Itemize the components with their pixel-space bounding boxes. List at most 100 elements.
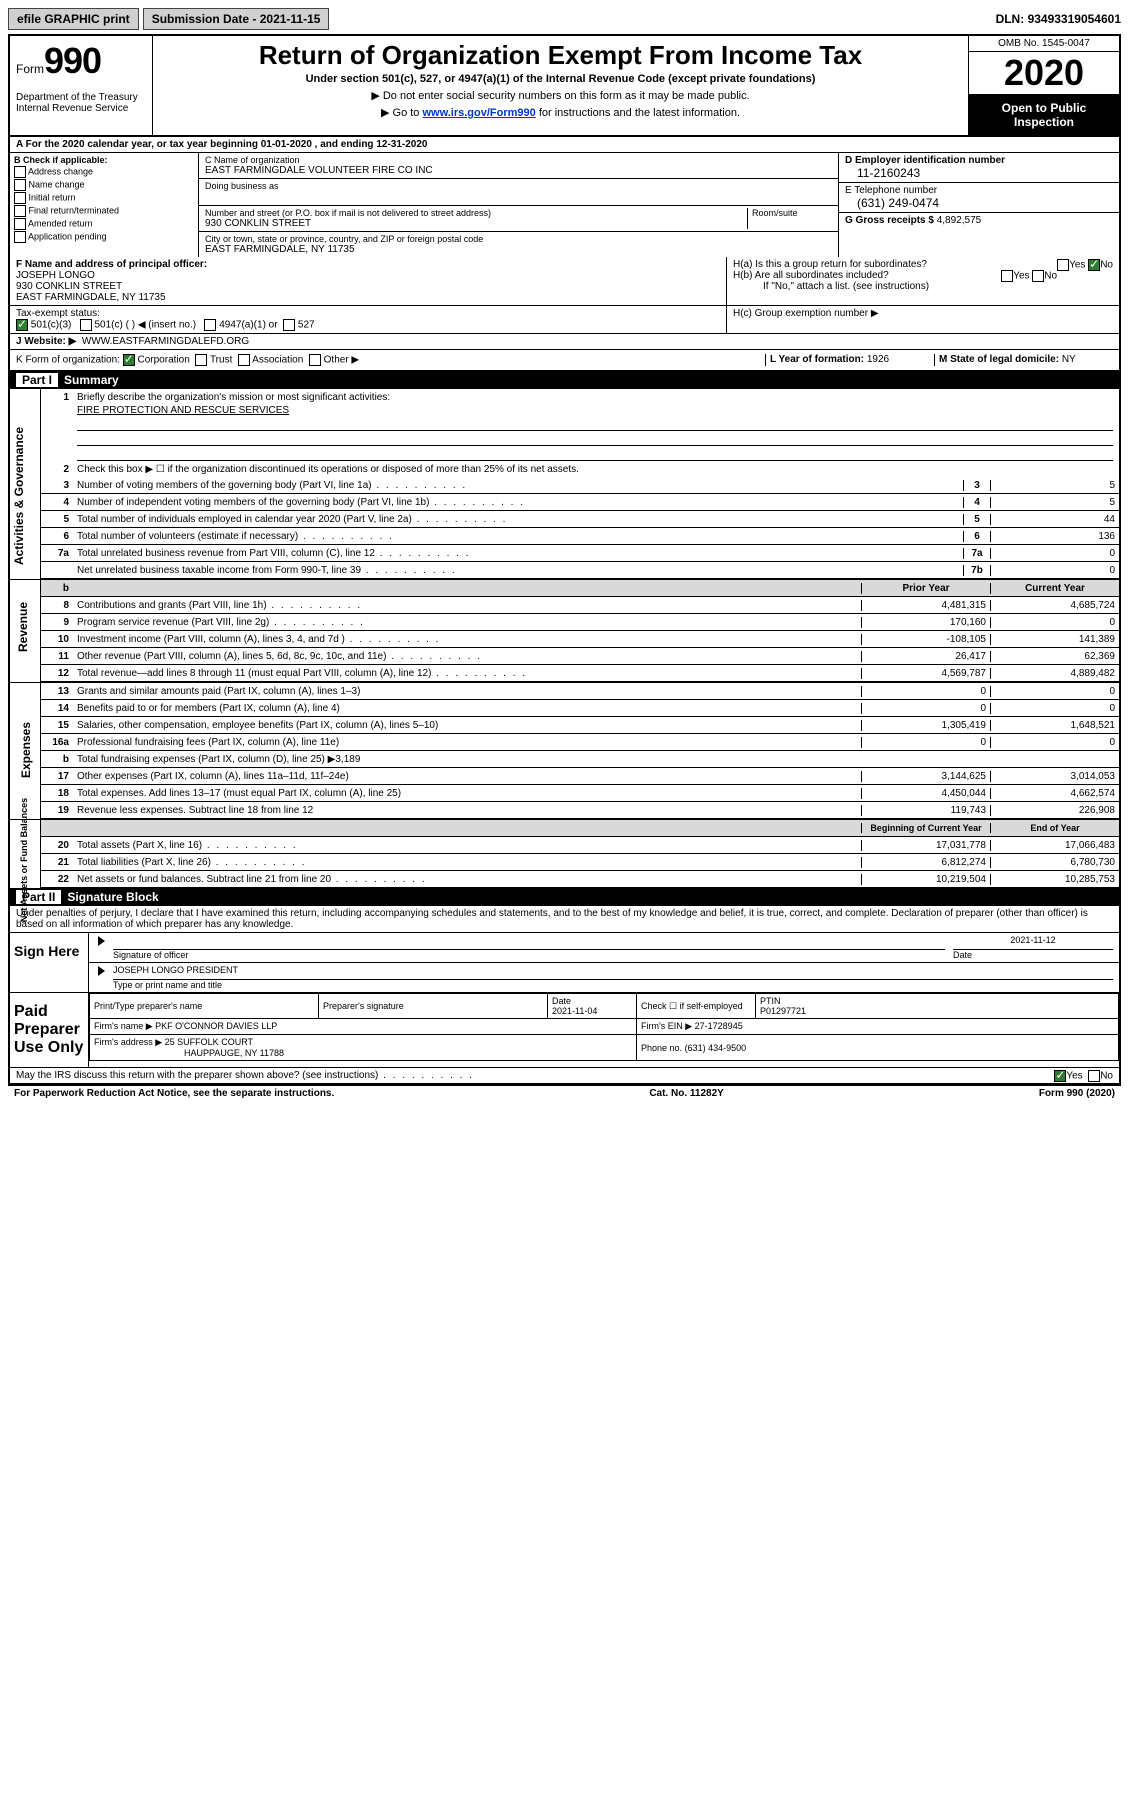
- check-amended[interactable]: Amended return: [14, 218, 194, 230]
- f-label: F Name and address of principal officer:: [16, 259, 720, 270]
- c-name-label: C Name of organization: [205, 155, 832, 165]
- form-title: Return of Organization Exempt From Incom…: [159, 40, 962, 71]
- city-value: EAST FARMINGDALE, NY 11735: [205, 244, 832, 255]
- hdr-eoy: End of Year: [990, 823, 1119, 833]
- k-label: K Form of organization:: [16, 355, 120, 366]
- paid-preparer-label: Paid Preparer Use Only: [10, 993, 88, 1067]
- f-addr1: 930 CONKLIN STREET: [16, 281, 720, 292]
- signer-name: JOSEPH LONGO PRESIDENT: [113, 965, 1113, 980]
- expense-row: bTotal fundraising expenses (Part IX, co…: [41, 751, 1119, 768]
- footer-left: For Paperwork Reduction Act Notice, see …: [14, 1088, 334, 1099]
- sign-date-value: 2021-11-12: [953, 935, 1113, 950]
- check-initial-return[interactable]: Initial return: [14, 192, 194, 204]
- declaration: Under penalties of perjury, I declare th…: [10, 906, 1119, 933]
- tax-year: 2020: [969, 52, 1119, 95]
- summary-row: Net unrelated business taxable income fr…: [41, 562, 1119, 579]
- addr-value: 930 CONKLIN STREET: [205, 218, 747, 229]
- net-row: 22Net assets or fund balances. Subtract …: [41, 871, 1119, 888]
- phone-value: (631) 249-0474: [845, 196, 1113, 210]
- expense-row: 17Other expenses (Part IX, column (A), l…: [41, 768, 1119, 785]
- line-a: A For the 2020 calendar year, or tax yea…: [10, 137, 1119, 153]
- dln-label: DLN: 93493319054601: [996, 12, 1121, 26]
- expense-row: 16aProfessional fundraising fees (Part I…: [41, 734, 1119, 751]
- phone-label: E Telephone number: [845, 185, 1113, 196]
- gross-value: 4,892,575: [937, 215, 982, 226]
- side-revenue: Revenue: [16, 602, 30, 652]
- net-row: 21Total liabilities (Part X, line 26)6,8…: [41, 854, 1119, 871]
- dept-label: Department of the Treasury Internal Reve…: [16, 92, 146, 114]
- check-address-change[interactable]: Address change: [14, 166, 194, 178]
- hdr-current-year: Current Year: [990, 583, 1119, 594]
- summary-row: 6Total number of volunteers (estimate if…: [41, 528, 1119, 545]
- summary-row: 7aTotal unrelated business revenue from …: [41, 545, 1119, 562]
- note-link: ▶ Go to www.irs.gov/Form990 for instruct…: [159, 106, 962, 119]
- irs-link[interactable]: www.irs.gov/Form990: [422, 107, 535, 119]
- f-addr2: EAST FARMINGDALE, NY 11735: [16, 292, 720, 303]
- revenue-row: 9Program service revenue (Part VIII, lin…: [41, 614, 1119, 631]
- summary-row: 5Total number of individuals employed in…: [41, 511, 1119, 528]
- side-activities: Activities & Governance: [12, 427, 26, 565]
- ein-label: D Employer identification number: [845, 155, 1113, 166]
- expense-row: 19Revenue less expenses. Subtract line 1…: [41, 802, 1119, 819]
- line2-desc: Check this box ▶ ☐ if the organization d…: [73, 464, 1119, 475]
- section-abc: B Check if applicable: Address change Na…: [10, 153, 1119, 257]
- c-name-value: EAST FARMINGDALE VOLUNTEER FIRE CO INC: [205, 165, 832, 176]
- ein-value: 11-2160243: [845, 166, 1113, 180]
- summary-row: 3Number of voting members of the governi…: [41, 477, 1119, 494]
- expense-row: 13Grants and similar amounts paid (Part …: [41, 683, 1119, 700]
- hdr-prior-year: Prior Year: [861, 583, 990, 594]
- signer-name-label: Type or print name and title: [113, 980, 222, 990]
- hb-note: If "No," attach a list. (see instruction…: [733, 281, 1113, 292]
- gross-label: G Gross receipts $: [845, 215, 934, 226]
- revenue-row: 10Investment income (Part VIII, column (…: [41, 631, 1119, 648]
- revenue-row: 12Total revenue—add lines 8 through 11 (…: [41, 665, 1119, 682]
- dba-label: Doing business as: [205, 181, 279, 203]
- discuss-row: May the IRS discuss this return with the…: [10, 1068, 1119, 1084]
- check-name-change[interactable]: Name change: [14, 179, 194, 191]
- side-expenses: Expenses: [19, 722, 33, 778]
- hc-row: H(c) Group exemption number ▶: [727, 306, 1119, 333]
- summary-row: 4Number of independent voting members of…: [41, 494, 1119, 511]
- sign-date-label: Date: [953, 950, 972, 960]
- j-row: J Website: ▶ WWW.EASTFARMINGDALEFD.ORG: [10, 334, 1119, 350]
- expense-row: 18Total expenses. Add lines 13–17 (must …: [41, 785, 1119, 802]
- note-ssn: ▶ Do not enter social security numbers o…: [159, 89, 962, 102]
- topbar: efile GRAPHIC print Submission Date - 20…: [8, 8, 1121, 30]
- side-net: Net Assets or Fund Balances: [19, 798, 29, 922]
- city-label: City or town, state or province, country…: [205, 234, 832, 244]
- f-name: JOSEPH LONGO: [16, 270, 720, 281]
- sign-here-label: Sign Here: [10, 933, 88, 992]
- sign-arrow-icon: [98, 966, 105, 976]
- omb-number: OMB No. 1545-0047: [969, 36, 1119, 52]
- part2-bar: Part IISignature Block: [10, 888, 1119, 906]
- hb-row: H(b) Are all subordinates included? Yes …: [733, 270, 1113, 281]
- form-container: Form990 Department of the Treasury Inter…: [8, 34, 1121, 1086]
- sign-arrow-icon: [98, 936, 105, 946]
- sig-officer-label: Signature of officer: [113, 950, 188, 960]
- revenue-row: 11Other revenue (Part VIII, column (A), …: [41, 648, 1119, 665]
- open-inspection: Open to Public Inspection: [969, 95, 1119, 135]
- expense-row: 14Benefits paid to or for members (Part …: [41, 700, 1119, 717]
- form-header: Form990 Department of the Treasury Inter…: [10, 36, 1119, 137]
- form-subtitle: Under section 501(c), 527, or 4947(a)(1)…: [159, 73, 962, 85]
- ha-row: H(a) Is this a group return for subordin…: [733, 259, 1113, 270]
- addr-label: Number and street (or P.O. box if mail i…: [205, 208, 747, 218]
- check-app-pending[interactable]: Application pending: [14, 231, 194, 243]
- room-label: Room/suite: [747, 208, 832, 229]
- revenue-row: 8Contributions and grants (Part VIII, li…: [41, 597, 1119, 614]
- col-b-checks: B Check if applicable: Address change Na…: [10, 153, 199, 257]
- part1-bar: Part ISummary: [10, 371, 1119, 389]
- check-final-return[interactable]: Final return/terminated: [14, 205, 194, 217]
- submission-date-button[interactable]: Submission Date - 2021-11-15: [143, 8, 330, 30]
- expense-row: 15Salaries, other compensation, employee…: [41, 717, 1119, 734]
- form-number: Form990: [16, 40, 146, 82]
- net-row: 20Total assets (Part X, line 16)17,031,7…: [41, 837, 1119, 854]
- efile-button[interactable]: efile GRAPHIC print: [8, 8, 139, 30]
- mission-text: FIRE PROTECTION AND RESCUE SERVICES: [41, 405, 1119, 416]
- tax-label: Tax-exempt status:: [16, 308, 100, 319]
- hdr-bocy: Beginning of Current Year: [861, 823, 990, 833]
- footer-right: Form 990 (2020): [1039, 1088, 1115, 1099]
- preparer-table: Print/Type preparer's name Preparer's si…: [89, 993, 1119, 1061]
- line1-desc: Briefly describe the organization's miss…: [73, 392, 1119, 403]
- footer-cat: Cat. No. 11282Y: [649, 1088, 723, 1099]
